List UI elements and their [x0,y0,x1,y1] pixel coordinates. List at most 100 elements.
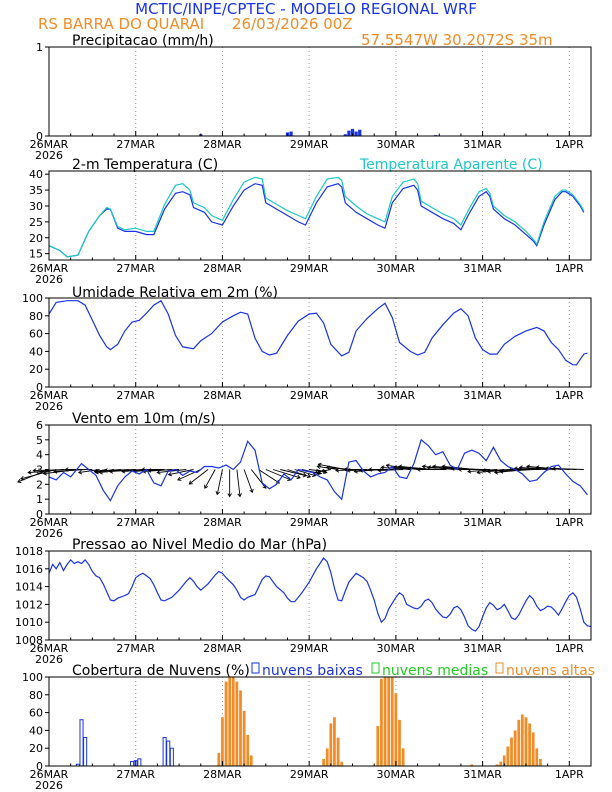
wind-barb [204,469,216,489]
clouds-title: Cobertura de Nuvens (%) [72,663,250,679]
temperature-title: 2-m Temperatura (C) [72,157,218,173]
clouds-ytick-label: 80 [29,689,43,702]
temperature-year-label: 2026 [35,273,63,286]
pressure-xtick-label: 31MAR [463,642,502,655]
clouds-bar-orange [220,716,225,767]
temperature-series-line [48,176,585,258]
clouds-bar-orange [397,719,402,767]
wind-barb [315,469,331,474]
wind-barbs [17,462,584,498]
wind-barb-head [167,471,173,477]
wind-barb-head [317,462,322,468]
wind-barb [157,469,187,474]
temperature-xtick-label: 29MAR [290,262,329,275]
wind-barb-head [311,472,317,478]
temperature-series-line [48,183,585,258]
wind-barb-head [227,493,232,498]
humidity-y-axis: 0 20 40 60 80 100 [22,292,49,394]
wind-barb-head [147,468,152,473]
legend-mid-clouds-icon [371,662,380,674]
wind-barb-head [249,488,254,494]
wind-barb-head [306,473,312,479]
wind-barb-head [467,469,472,474]
clouds-xtick-label: 29MAR [290,768,329,781]
header-coords: 57.5547W 30.2072S 35m [361,31,553,49]
wind-barb-head [98,470,103,475]
temperature-grid [135,171,570,260]
precipitation-xtick-label: 31MAR [463,138,502,151]
legend-low-clouds: nuvens baixas [262,663,363,679]
humidity-ytick-label: 100 [22,292,43,305]
humidity-xtick-label: 27MAR [116,389,155,402]
clouds-bar-orange [383,676,387,767]
wind-barb [552,468,584,470]
clouds-bar-orange [339,761,344,767]
wind-barb [236,469,241,497]
wind-barb-head [108,469,114,474]
clouds-xtick-label: 28MAR [203,768,242,781]
temperature-frame [48,170,592,261]
pressure-panel: Pressao ao Nivel Medio do Mar (hPa) 1008… [15,537,592,666]
pressure-xtick-label: 29MAR [290,642,329,655]
clouds-bar-orange [224,681,228,767]
precipitation-xtick-label: 1APR [555,138,584,151]
temperature-x-axis: 26MAR 27MAR 28MAR 29MAR 30MAR 31MAR 1APR 2026 [30,255,592,286]
clouds-xtick-label: 27MAR [116,768,155,781]
clouds-bar-orange [336,737,340,767]
wind-barb-head [237,493,242,498]
humidity-xtick-label: 31MAR [463,389,502,402]
wind-barb [250,469,267,489]
clouds-bar-orange [227,676,232,767]
humidity-xtick-label: 30MAR [377,389,416,402]
wind-barb-head [325,465,330,470]
pressure-ytick-label: 1008 [15,634,43,647]
wind-barb [258,469,280,484]
wind-barb-head [296,474,301,480]
wind-ytick-label: 6 [36,419,43,432]
wind-barb-head [42,471,47,476]
clouds-ytick-label: 100 [22,671,43,684]
pressure-ytick-label: 1010 [15,616,43,629]
precipitation-bar [347,130,351,136]
humidity-series-line [48,299,588,366]
clouds-bars [75,676,543,767]
pressure-xtick-label: 30MAR [377,642,416,655]
wind-barb-head [27,470,32,475]
clouds-y-axis: 0 20 40 60 80 100 [22,671,49,773]
clouds-bar-orange [513,730,517,767]
clouds-bar-orange [531,732,535,767]
precipitation-bar [354,131,358,136]
clouds-bar-orange [329,723,333,767]
clouds-bar-orange [390,676,394,767]
temperature-xtick-label: 30MAR [377,262,416,275]
wind-barb-head [314,469,319,475]
precipitation-title: Precipitacao (mm/h) [72,33,214,49]
wind-barb-head [377,468,382,473]
wind-barb [482,469,512,471]
precipitation-bar [289,131,293,136]
clouds-bar-orange [527,723,532,767]
humidity-xtick-label: 26MAR [30,389,69,402]
clouds-bar-orange [517,719,521,767]
humidity-ytick-label: 20 [29,363,43,376]
clouds-year-label: 2026 [35,779,63,792]
wind-barb [104,469,136,471]
wind-xtick-label: 30MAR [377,516,416,529]
wind-barb-head [17,478,22,484]
wind-barb-head [335,468,340,473]
clouds-x-axis: 26MAR 27MAR 28MAR 29MAR 30MAR 31MAR 1APR 2026 [30,761,592,792]
wind-barb [33,469,71,471]
wind-barb-head [94,469,99,474]
legend-high-clouds-icon [495,662,504,674]
header-location: RS BARRA DO QUARAI [38,15,204,33]
wind-barb-head [204,484,209,489]
precipitation-xtick-label: 26MAR [30,138,69,151]
clouds-ytick-label: 60 [29,707,43,720]
wind-barb-head [103,468,108,473]
humidity-ytick-label: 40 [29,345,43,358]
wind-barb [287,469,311,478]
humidity-frame [48,297,592,388]
wind-barb-head [493,470,499,475]
